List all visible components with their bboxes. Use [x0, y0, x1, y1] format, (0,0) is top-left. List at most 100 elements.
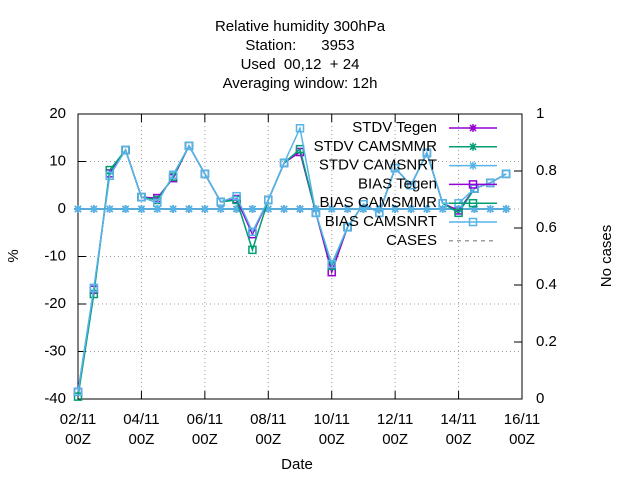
- plot-frame: [77, 113, 523, 400]
- y2-tick-label: 0: [536, 390, 544, 407]
- marker: [469, 161, 477, 170]
- marker: [168, 170, 178, 180]
- y2-tick-label: 1: [536, 105, 544, 122]
- marker: [406, 181, 416, 190]
- marker: [280, 205, 289, 213]
- y-tick-label: -40: [44, 390, 66, 407]
- chart-title: Averaging window: 12h: [223, 75, 378, 92]
- marker: [121, 145, 130, 155]
- marker: [73, 392, 83, 401]
- marker: [232, 205, 241, 213]
- marker: [469, 142, 477, 151]
- marker: [327, 267, 336, 277]
- marker: [216, 205, 225, 213]
- x-tick-label: 08/11: [250, 411, 286, 428]
- x-tick-label: 10/11: [313, 411, 349, 428]
- y2-axis-label: No cases: [598, 225, 615, 288]
- x-tick-label: 00Z: [446, 431, 472, 448]
- y-axis-label: %: [5, 249, 22, 262]
- legend-label: BIAS Tegen: [358, 175, 437, 192]
- x-axis-label: Date: [281, 456, 313, 473]
- x-tick-label: 12/11: [377, 411, 413, 428]
- x-tick-label: 00Z: [255, 431, 281, 448]
- marker: [264, 195, 273, 205]
- marker: [468, 198, 478, 208]
- series-line: [77, 125, 507, 392]
- marker: [327, 259, 336, 269]
- chart-title: Used 00,12 + 24: [241, 56, 360, 73]
- x-tick-label: 00Z: [319, 431, 345, 448]
- marker: [200, 205, 209, 213]
- legend-label: STDV CAMSMMR: [314, 138, 438, 155]
- y-tick-label: 10: [49, 152, 66, 169]
- x-tick-label: 02/11: [60, 411, 96, 428]
- marker: [390, 163, 400, 173]
- y-tick-label: -20: [44, 295, 66, 312]
- marker: [486, 205, 495, 213]
- marker: [200, 169, 210, 179]
- legend-label: STDV CAMSNRT: [319, 157, 437, 174]
- y-tick-label: -30: [44, 342, 66, 359]
- x-tick-label: 00Z: [192, 431, 218, 448]
- marker: [137, 205, 146, 213]
- marker: [343, 222, 352, 232]
- marker: [185, 205, 193, 213]
- marker: [232, 191, 241, 201]
- marker: [248, 205, 257, 213]
- marker: [295, 124, 305, 133]
- marker: [169, 205, 178, 213]
- marker: [422, 205, 431, 213]
- marker: [438, 199, 447, 208]
- marker: [248, 227, 257, 237]
- marker: [89, 283, 99, 293]
- x-tick-label: 00Z: [509, 431, 535, 448]
- series-line: [77, 144, 507, 397]
- chart-title: Relative humidity 300hPa: [215, 18, 386, 35]
- marker: [359, 205, 368, 213]
- marker: [137, 192, 146, 202]
- marker: [311, 208, 321, 218]
- marker: [486, 178, 495, 188]
- marker: [470, 205, 479, 213]
- y2-tick-label: 0.8: [536, 162, 557, 179]
- marker: [501, 169, 511, 179]
- marker: [469, 124, 477, 132]
- marker: [279, 158, 289, 168]
- series-line: [77, 144, 507, 392]
- marker: [248, 245, 257, 255]
- marker: [422, 148, 432, 158]
- marker: [468, 180, 478, 189]
- marker: [264, 205, 273, 213]
- marker: [391, 205, 400, 213]
- legend-label: BIAS CAMSNRT: [325, 213, 437, 230]
- marker: [121, 205, 130, 213]
- marker: [454, 208, 463, 218]
- x-tick-label: 16/11: [504, 411, 540, 428]
- marker: [327, 205, 336, 213]
- marker: [184, 141, 194, 151]
- legend-label: BIAS CAMSMMR: [319, 194, 437, 211]
- marker: [105, 205, 114, 213]
- marker: [89, 205, 98, 213]
- marker: [359, 200, 368, 209]
- marker: [343, 205, 352, 213]
- legend-label: CASES: [386, 232, 437, 249]
- marker: [153, 198, 162, 208]
- marker: [502, 205, 511, 213]
- x-tick-label: 06/11: [187, 411, 223, 428]
- marker: [74, 205, 82, 213]
- marker: [216, 197, 225, 207]
- x-tick-label: 00Z: [382, 431, 408, 448]
- y2-tick-label: 0.4: [536, 276, 557, 293]
- marker: [375, 208, 384, 218]
- y2-tick-label: 0.6: [536, 219, 557, 236]
- x-tick-label: 00Z: [128, 431, 154, 448]
- marker: [407, 205, 415, 213]
- marker: [73, 387, 83, 397]
- marker: [468, 217, 478, 227]
- x-tick-label: 14/11: [440, 411, 476, 428]
- chart-title: Station: 3953: [245, 37, 354, 54]
- marker: [438, 205, 447, 213]
- x-tick-label: 00Z: [65, 431, 91, 448]
